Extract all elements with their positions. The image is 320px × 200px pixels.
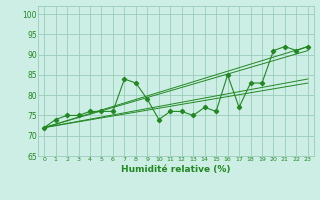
- X-axis label: Humidité relative (%): Humidité relative (%): [121, 165, 231, 174]
